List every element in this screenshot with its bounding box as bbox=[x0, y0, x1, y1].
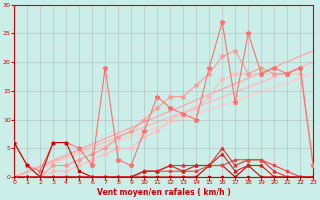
X-axis label: Vent moyen/en rafales ( km/h ): Vent moyen/en rafales ( km/h ) bbox=[97, 188, 230, 197]
